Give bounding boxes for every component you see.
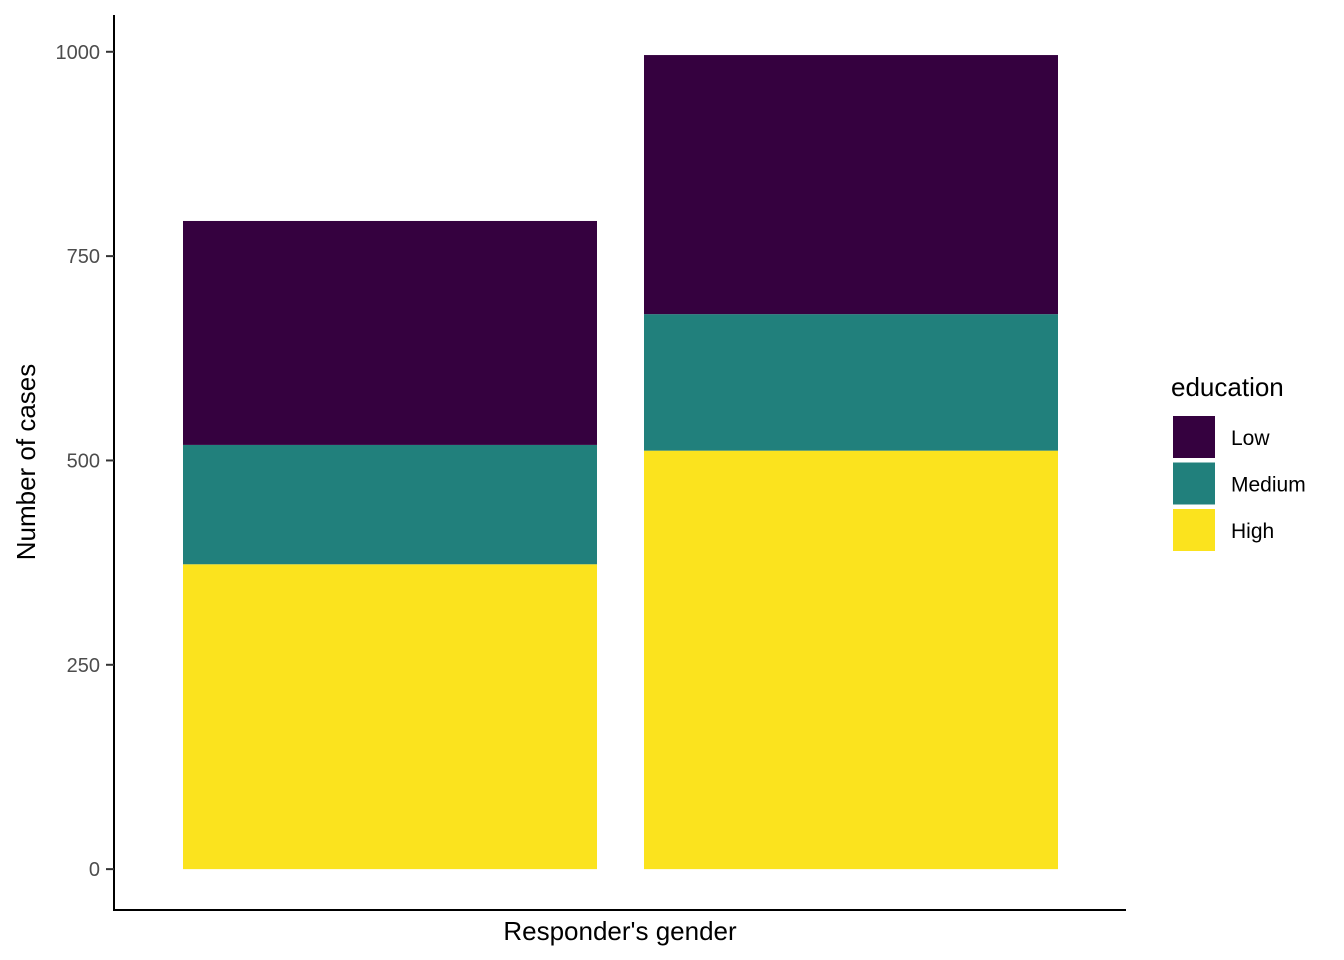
y-ticks-layer: 0 250 500 750 1000	[56, 42, 114, 881]
y-tick-label: 250	[67, 655, 100, 677]
legend-label-low: Low	[1231, 427, 1270, 450]
bar-segment-medium-2	[644, 314, 1058, 451]
legend-label-medium: Medium	[1231, 474, 1306, 497]
legend-key-low	[1173, 416, 1215, 458]
y-tick-label: 750	[67, 246, 100, 268]
legend-key-high	[1173, 509, 1215, 551]
y-tick-label: 0	[89, 859, 100, 881]
legend-items: Low Medium High	[1173, 416, 1306, 551]
y-tick-label: 500	[67, 450, 100, 472]
bars-layer	[183, 55, 1058, 870]
legend: education Low Medium High	[1171, 372, 1306, 551]
y-tick-label: 1000	[56, 42, 101, 64]
legend-key-medium	[1173, 462, 1215, 505]
y-axis-title: Number of cases	[11, 364, 41, 561]
legend-title: education	[1171, 372, 1284, 402]
bar-segment-high-1	[183, 564, 597, 870]
axes-layer	[113, 15, 1126, 911]
bar-segment-high-2	[644, 450, 1058, 870]
legend-label-high: High	[1231, 520, 1274, 543]
bar-segment-medium-1	[183, 444, 597, 565]
bar-segment-low-1	[183, 220, 597, 445]
bar-segment-low-2	[644, 55, 1058, 315]
x-axis-title: Responder's gender	[503, 916, 737, 946]
